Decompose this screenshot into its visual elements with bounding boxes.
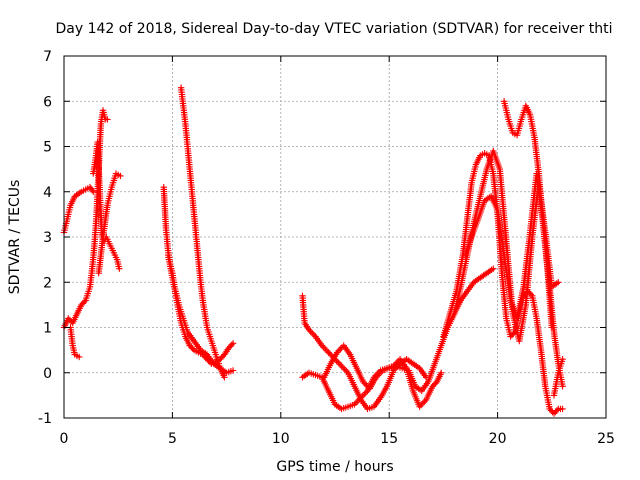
y-tick-label: 6 <box>43 94 52 110</box>
y-axis-label: SDTVAR / TECUs <box>7 180 23 295</box>
y-tick-label: 1 <box>43 321 52 337</box>
series-markers <box>177 84 228 381</box>
series-markers <box>164 251 237 367</box>
series-pass-4e <box>550 356 566 399</box>
series-markers <box>67 324 83 361</box>
y-tick-label: 0 <box>43 366 52 382</box>
x-axis-label: GPS time / hours <box>276 459 393 475</box>
x-tick-label: 10 <box>272 431 290 447</box>
series-markers <box>500 98 555 331</box>
series-pass-1d <box>90 138 123 272</box>
series-pass-1a <box>60 184 97 236</box>
series-pass-2c <box>177 84 228 381</box>
series-pass-1b <box>60 107 111 331</box>
series-markers <box>550 356 566 399</box>
x-tick-label: 25 <box>597 431 615 447</box>
y-tick-label: 7 <box>43 49 52 65</box>
y-tick-label: -1 <box>38 411 52 427</box>
series-pass-1c <box>67 324 83 361</box>
series-pass-1e <box>95 170 124 277</box>
chart-title: Day 142 of 2018, Sidereal Day-to-day VTE… <box>56 21 613 37</box>
series-markers <box>321 265 497 395</box>
x-tick-label: 20 <box>489 431 507 447</box>
y-tick-label: 4 <box>43 185 52 201</box>
x-tick-label: 15 <box>380 431 398 447</box>
series-pass-3c <box>321 265 497 395</box>
x-tick-label: 5 <box>168 431 177 447</box>
series-pass-2b <box>164 251 237 367</box>
x-tick-label: 0 <box>60 431 69 447</box>
y-tick-label: 3 <box>43 230 52 246</box>
series-markers <box>95 170 124 277</box>
axes: 0 5 10 15 20 25 -1 0 1 2 3 4 5 6 7 <box>38 49 615 447</box>
y-tick-label: 5 <box>43 140 52 156</box>
series-markers <box>299 292 430 413</box>
y-tick-label: 2 <box>43 275 52 291</box>
grid <box>64 56 606 418</box>
series-layer <box>60 84 566 417</box>
series-pass-4d <box>500 98 555 331</box>
